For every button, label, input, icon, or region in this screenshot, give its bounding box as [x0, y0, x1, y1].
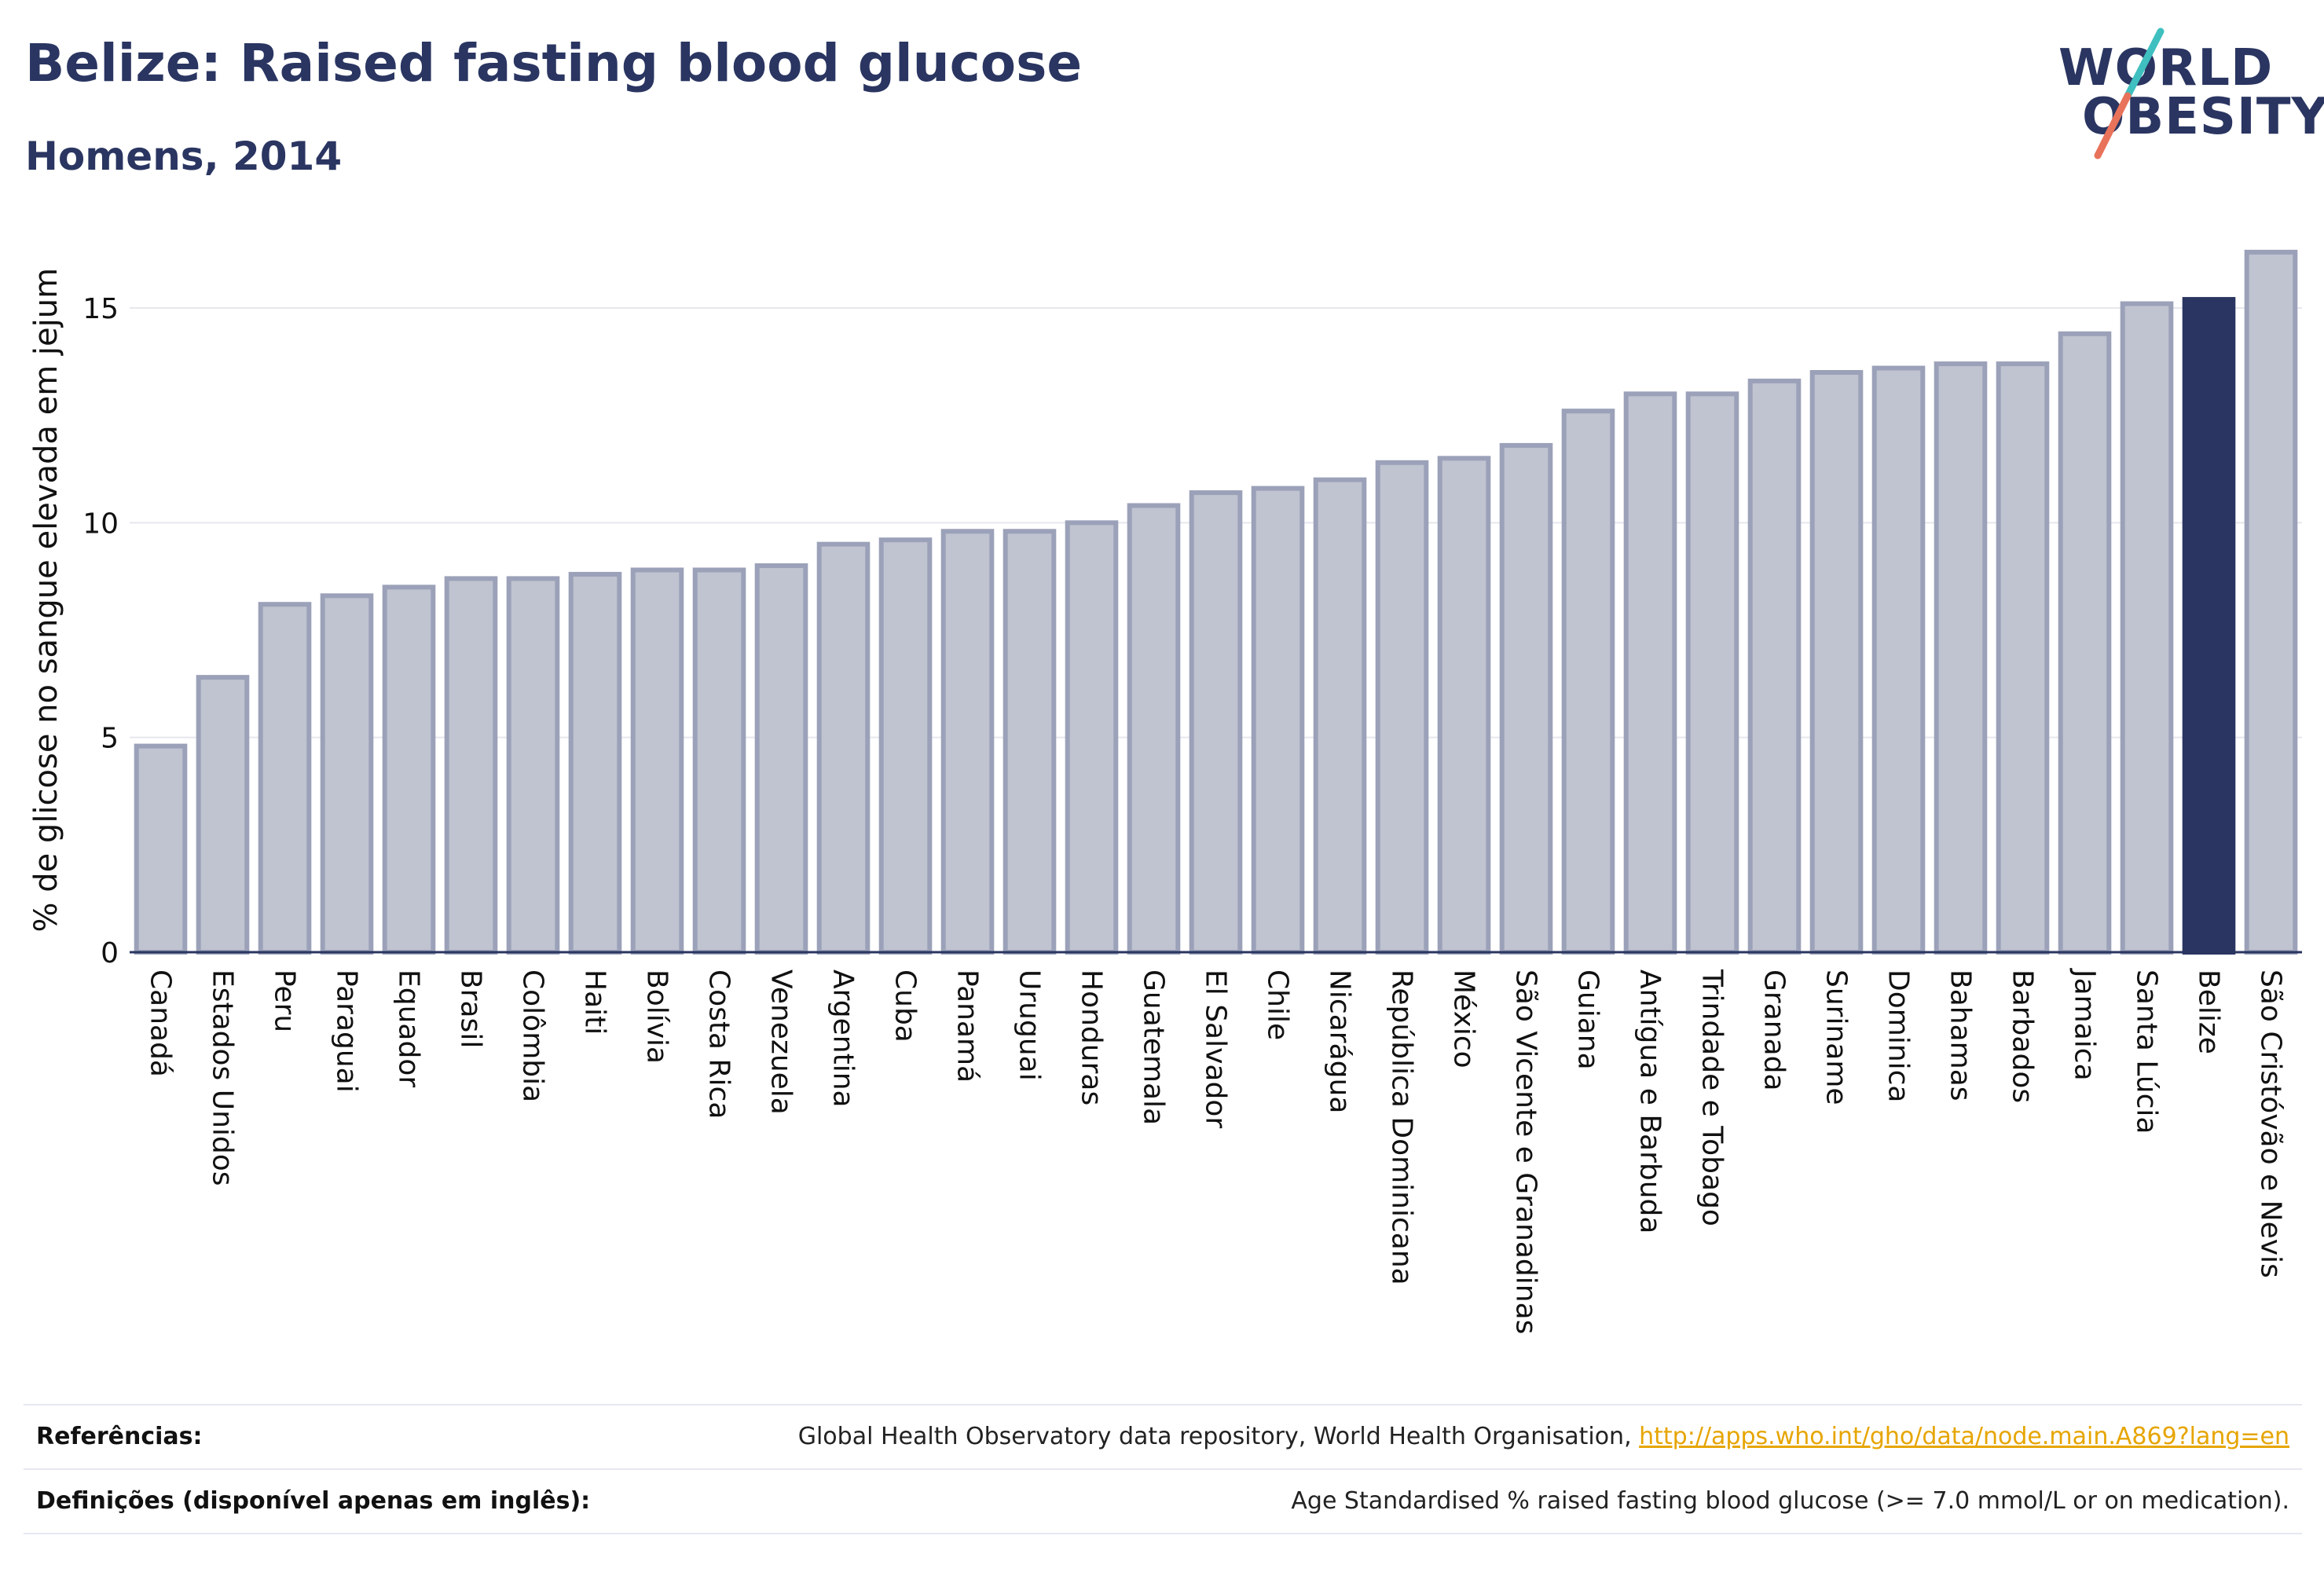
- definitions-row: Definições (disponível apenas em inglês)…: [24, 1468, 2302, 1534]
- bar: [196, 675, 250, 955]
- bar: [1871, 365, 1926, 955]
- bar: [1313, 477, 1367, 955]
- x-tick-label: Granada: [1758, 969, 1791, 1091]
- bar: [1685, 391, 1739, 955]
- y-tick-label: 5: [101, 723, 119, 755]
- x-tick-label: Nicarágua: [1324, 969, 1356, 1113]
- bar-chart: 0 5 10 15 % de glicose no sangue elevada em …: [28, 249, 2302, 1334]
- x-tick-label: República Dominicana: [1386, 969, 1418, 1285]
- x-tick-label: Jamaica: [2069, 968, 2101, 1081]
- x-tick-label: Suriname: [1820, 969, 1853, 1105]
- bar: [1189, 490, 1243, 955]
- bar: [568, 571, 622, 955]
- x-tick-label: Guiana: [1572, 969, 1604, 1070]
- x-tick-label: Barbados: [2007, 969, 2039, 1103]
- y-tick-label: 10: [82, 508, 119, 540]
- bar: [444, 576, 498, 955]
- x-tick-label: Dominica: [1882, 969, 1915, 1103]
- bar: [1623, 391, 1677, 955]
- x-tick-label: Bahamas: [1945, 969, 1977, 1101]
- bar: [1437, 456, 1491, 955]
- bar: [1934, 361, 1988, 955]
- references-row: Referências: Global Health Observatory d…: [24, 1404, 2302, 1468]
- x-tick-label: Paraguai: [331, 969, 363, 1093]
- x-tick-label: El Salvador: [1200, 969, 1232, 1128]
- bar: [692, 567, 746, 955]
- bar: [1003, 529, 1057, 955]
- bar: [382, 585, 436, 955]
- bar: [2244, 249, 2298, 955]
- bar: [878, 537, 933, 955]
- x-tick-label: Argentina: [827, 969, 860, 1108]
- references-value: Global Health Observatory data repositor…: [798, 1423, 2289, 1450]
- definitions-label: Definições (disponível apenas em inglês)…: [36, 1487, 591, 1515]
- x-tick-label: São Vicente e Granadinas: [1510, 969, 1542, 1334]
- logo-slash-icon: [2094, 27, 2165, 159]
- bar: [320, 593, 374, 955]
- x-tick-label: Equador: [393, 969, 425, 1087]
- references-text: Global Health Observatory data repositor…: [797, 1423, 1640, 1450]
- logo-line-1: WORLD: [2058, 39, 2274, 97]
- logo-slash-teal: [2124, 27, 2165, 100]
- y-tick-label: 0: [101, 937, 119, 969]
- bar: [1251, 486, 1305, 955]
- x-tick-label: Honduras: [1076, 969, 1108, 1105]
- bar: [940, 529, 995, 955]
- x-tick-label: Bolívia: [641, 969, 673, 1064]
- x-tick-label: Canadá: [145, 969, 177, 1077]
- bar: [1996, 361, 2050, 955]
- x-tick-label: Belize: [2193, 969, 2225, 1054]
- bar: [1747, 378, 1802, 955]
- x-tick-label: Estados Unidos: [207, 969, 239, 1186]
- x-tick-label: México: [1448, 969, 1480, 1068]
- x-tick-label: Haiti: [579, 969, 611, 1035]
- bar: [1809, 370, 1864, 955]
- definitions-value: Age Standardised % raised fasting blood …: [1291, 1487, 2289, 1515]
- x-tick-label: Peru: [269, 969, 301, 1032]
- x-tick-label: Brasil: [455, 969, 487, 1048]
- bar: [1561, 409, 1615, 955]
- y-axis-label: % de glicose no sangue elevada em jejum: [28, 268, 64, 933]
- bar: [2120, 301, 2174, 955]
- bar: [630, 567, 684, 955]
- x-tick-label: Cuba: [889, 969, 922, 1043]
- logo-line-2: OBESITY: [2082, 88, 2324, 146]
- x-tick-label: Panamá: [951, 969, 984, 1083]
- references-label: Referências:: [36, 1423, 203, 1450]
- x-tick-label: Santa Lúcia: [2131, 969, 2163, 1134]
- bar: [134, 743, 188, 955]
- y-tick-label: 15: [82, 293, 119, 325]
- bar-highlight: [2182, 297, 2236, 955]
- x-tick-label: Guatemala: [1138, 969, 1170, 1125]
- bar: [1065, 520, 1119, 955]
- x-tick-label: Venezuela: [765, 969, 797, 1115]
- x-tick-label: Colômbia: [517, 969, 549, 1102]
- x-tick-label: São Cristóvão e Nevis: [2255, 969, 2287, 1278]
- bar: [1375, 460, 1429, 955]
- x-tick-label: Uruguai: [1014, 969, 1046, 1081]
- x-tick-label: Antígua e Barbuda: [1634, 969, 1666, 1233]
- bar: [2058, 331, 2112, 955]
- x-tick-label: Trindade e Tobago: [1696, 969, 1728, 1226]
- chart-title: Belize: Raised fasting blood glucose: [25, 33, 1083, 93]
- references-link[interactable]: http://apps.who.int/gho/data/node.main.A…: [1639, 1423, 2289, 1450]
- bar: [1499, 442, 1553, 955]
- bar: [506, 576, 560, 955]
- logo-slash-coral: [2094, 92, 2132, 159]
- world-obesity-logo[interactable]: WORLD OBESITY: [2043, 24, 2324, 165]
- bar: [754, 563, 808, 955]
- bar: [258, 602, 312, 955]
- bar: [1127, 503, 1181, 955]
- x-tick-label: Chile: [1262, 969, 1294, 1040]
- chart-subtitle: Homens, 2014: [25, 134, 343, 179]
- bar: [816, 541, 871, 955]
- x-tick-label: Costa Rica: [703, 969, 735, 1119]
